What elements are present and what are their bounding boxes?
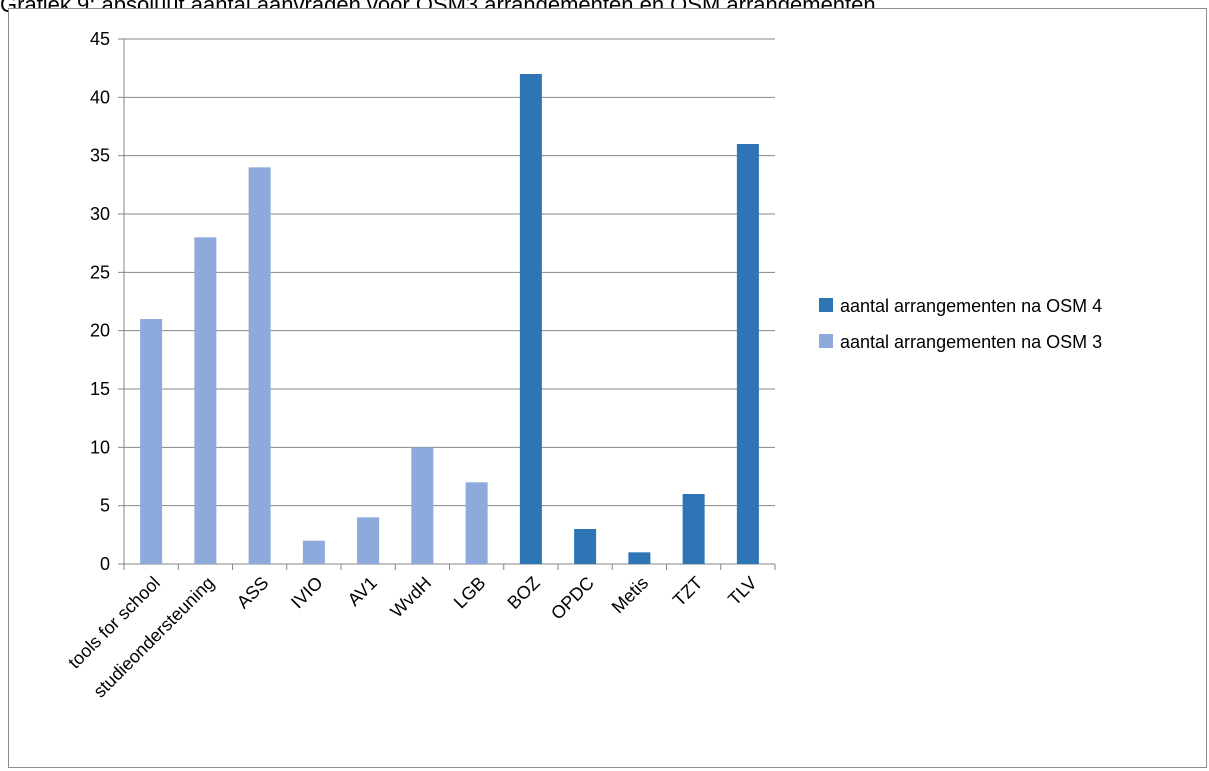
y-tick-label: 30 (90, 204, 110, 224)
x-category-label: LGB (450, 573, 490, 613)
y-tick-label: 5 (100, 496, 110, 516)
bar-tools-for-school (140, 319, 163, 564)
bar-boz (519, 74, 542, 564)
x-category-label: TLV (724, 573, 761, 610)
x-category-label: AV1 (344, 573, 381, 610)
x-category-label: BOZ (503, 573, 543, 613)
x-category-label: tools for school (64, 573, 164, 673)
x-category-label: ASS (233, 573, 273, 613)
bar-av1 (357, 517, 380, 564)
y-tick-label: 0 (100, 554, 110, 574)
bar-studieondersteuning (194, 237, 217, 565)
y-tick-label: 10 (90, 437, 110, 457)
bar-ivio (302, 540, 325, 564)
legend-label: aantal arrangementen na OSM 3 (840, 332, 1102, 352)
bars (140, 74, 759, 565)
bar-tlv (736, 144, 759, 564)
bar-lgb (465, 482, 488, 564)
x-category-label: OPDC (547, 573, 598, 624)
legend-swatch (819, 334, 833, 348)
gridlines (124, 38, 775, 507)
y-tick-label: 40 (90, 87, 110, 107)
bar-metis (628, 552, 651, 564)
y-tick-label: 20 (90, 321, 110, 341)
bar-tzt (682, 494, 705, 564)
x-category-label: TZT (669, 573, 706, 610)
bar-ass (248, 167, 271, 565)
y-tick-label: 45 (90, 29, 110, 49)
y-tick-label: 15 (90, 379, 110, 399)
y-tick-label: 25 (90, 262, 110, 282)
legend: aantal arrangementen na OSM 4 aantal arra… (819, 296, 1102, 352)
x-category-label: Metis (608, 573, 653, 618)
legend-swatch (819, 298, 833, 312)
x-category-label: IVIO (287, 573, 327, 613)
y-tick-label: 35 (90, 146, 110, 166)
x-category-label: WvdH (386, 573, 435, 622)
bar-opdc (574, 529, 597, 564)
legend-label: aantal arrangementen na OSM 4 (840, 296, 1102, 316)
axes (118, 38, 776, 570)
bar-wvdh (411, 447, 434, 564)
